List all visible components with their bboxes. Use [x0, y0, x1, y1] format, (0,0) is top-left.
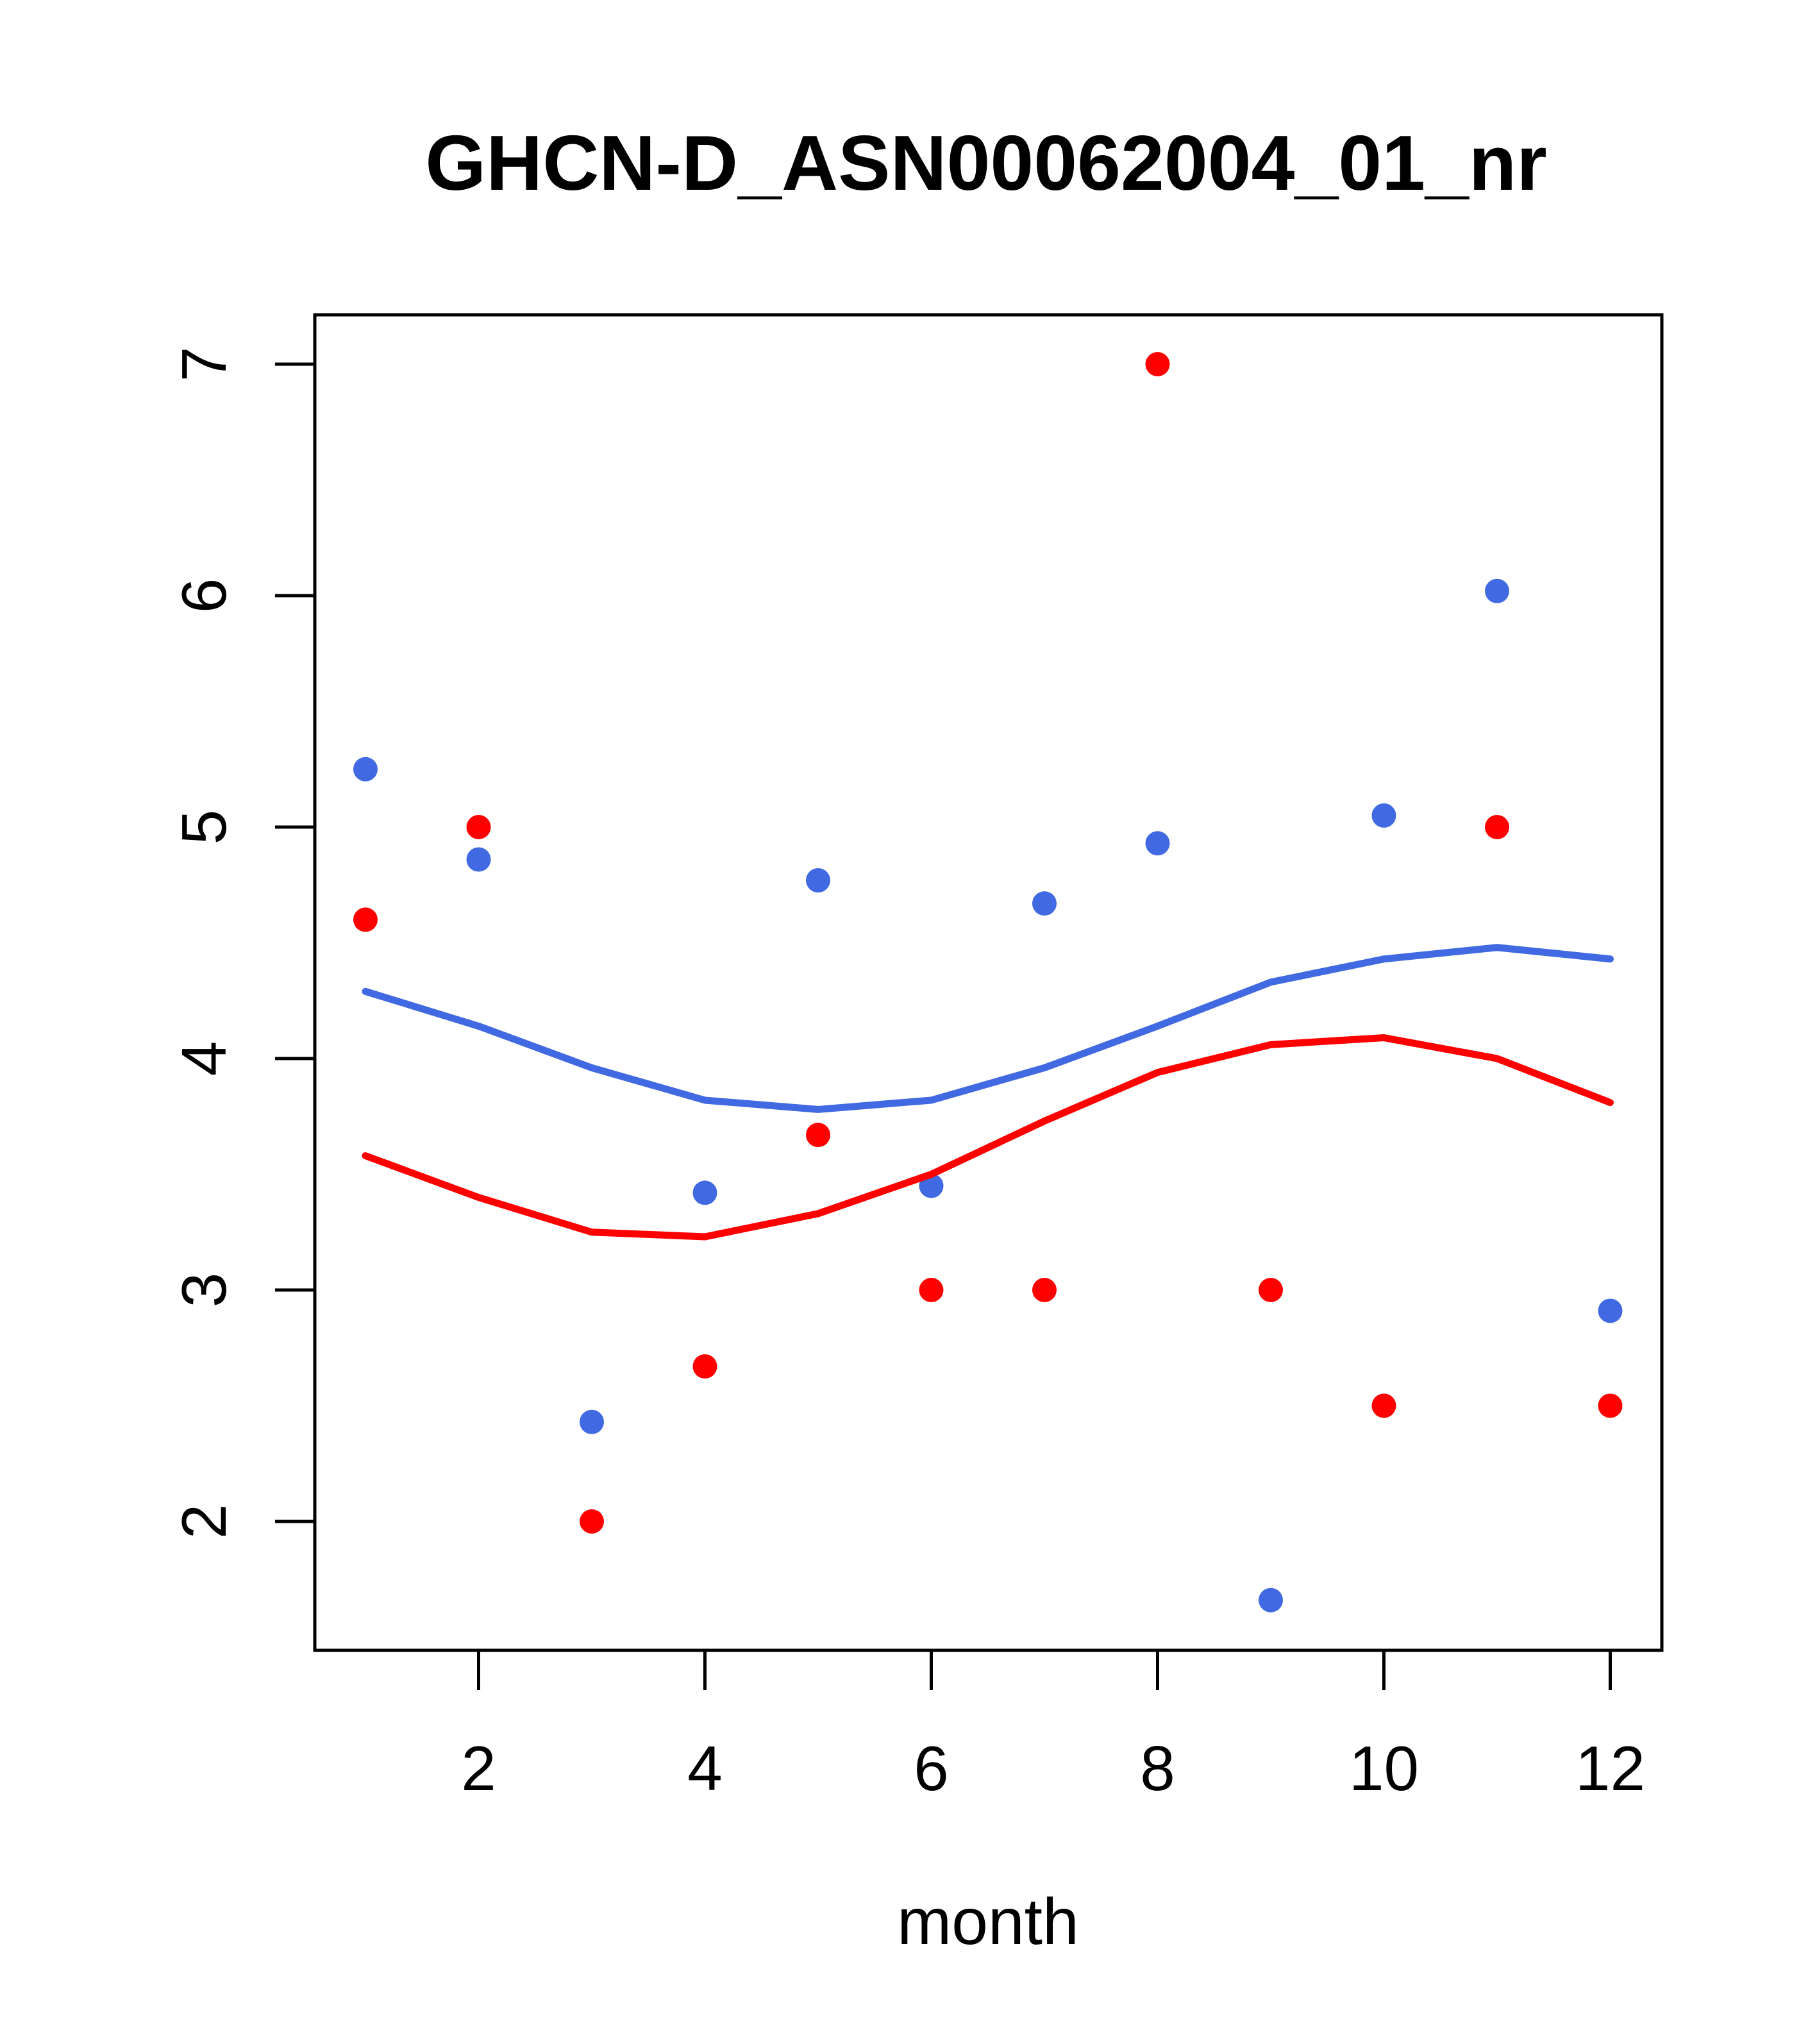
x-tick-label-12: 12: [1575, 1733, 1645, 1804]
x-tick-label-2: 2: [461, 1733, 496, 1804]
red-observations-m7: [1032, 1278, 1057, 1302]
blue-observations-m4: [692, 1180, 717, 1205]
x-tick-label-10: 10: [1349, 1733, 1419, 1804]
blue-observations-m7: [1032, 891, 1057, 916]
red-observations-m11: [1485, 815, 1509, 839]
red-observations-m8: [1145, 352, 1170, 376]
blue-observations-m10: [1371, 803, 1396, 828]
x-tick-label-8: 8: [1140, 1733, 1175, 1804]
blue-observations-m1: [353, 757, 378, 782]
red-observations-m12: [1598, 1393, 1623, 1418]
trend-lines: [362, 944, 1614, 1241]
red-observations-m1: [353, 907, 378, 932]
y-tick-label-3: 3: [169, 1273, 239, 1308]
blue-observations-m8: [1145, 831, 1170, 856]
y-tick-label-2: 2: [169, 1504, 239, 1539]
red-observations-m10: [1371, 1393, 1396, 1418]
blue-observations-m2: [466, 847, 491, 872]
x-axis-label: month: [897, 1885, 1079, 1958]
y-tick-label-6: 6: [169, 578, 239, 614]
red-observations-m4: [692, 1354, 717, 1379]
data-points: [353, 352, 1623, 1613]
red-smooth-trend: [362, 1034, 1614, 1241]
blue-observations-m3: [580, 1409, 604, 1434]
y-tick-label-7: 7: [169, 347, 239, 382]
red-observations-m2: [466, 815, 491, 839]
blue-observations-m12: [1598, 1298, 1623, 1323]
x-tick-label-6: 6: [914, 1733, 949, 1804]
y-axis: 2 3 4 5 6 7: [169, 347, 315, 1539]
x-tick-label-4: 4: [687, 1733, 723, 1804]
y-tick-label-5: 5: [169, 810, 239, 845]
blue-observations-m9: [1259, 1587, 1283, 1613]
x-axis: 2 4 6 8 10 12: [461, 1650, 1645, 1804]
chart-title: GHCN-D_ASN00062004_01_nr: [425, 119, 1547, 206]
blue-observations-m11: [1485, 578, 1509, 603]
blue-observations-m5: [806, 868, 830, 893]
blue-smooth-trend: [362, 944, 1614, 1113]
red-observations-m5: [806, 1123, 830, 1148]
red-observations-m9: [1259, 1278, 1283, 1302]
red-observations-m3: [580, 1509, 604, 1534]
plot-frame: [313, 313, 1664, 1652]
red-observations-m6: [919, 1278, 944, 1302]
y-tick-label-4: 4: [169, 1041, 239, 1076]
